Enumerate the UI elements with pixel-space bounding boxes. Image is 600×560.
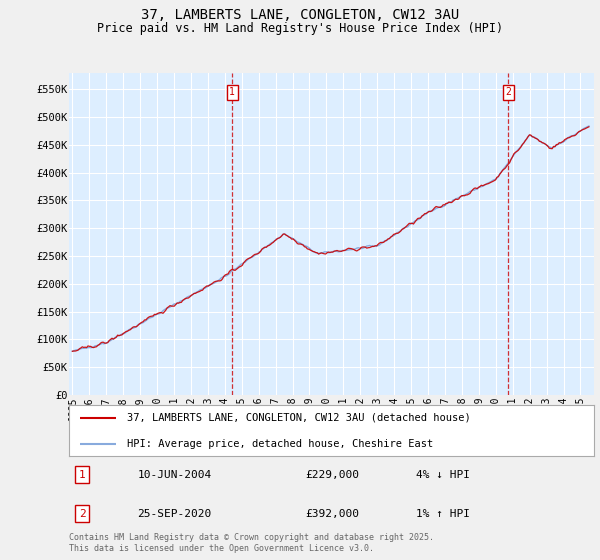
- Text: 1: 1: [79, 470, 86, 479]
- Text: HPI: Average price, detached house, Cheshire East: HPI: Average price, detached house, Ches…: [127, 438, 433, 449]
- Text: 4% ↓ HPI: 4% ↓ HPI: [415, 470, 470, 479]
- Text: 1: 1: [229, 87, 235, 97]
- Text: Contains HM Land Registry data © Crown copyright and database right 2025.
This d: Contains HM Land Registry data © Crown c…: [69, 533, 434, 553]
- Text: 25-SEP-2020: 25-SEP-2020: [137, 509, 212, 519]
- Text: £392,000: £392,000: [305, 509, 359, 519]
- Text: 37, LAMBERTS LANE, CONGLETON, CW12 3AU: 37, LAMBERTS LANE, CONGLETON, CW12 3AU: [141, 8, 459, 22]
- Text: 2: 2: [505, 87, 511, 97]
- Text: £229,000: £229,000: [305, 470, 359, 479]
- Text: Price paid vs. HM Land Registry's House Price Index (HPI): Price paid vs. HM Land Registry's House …: [97, 22, 503, 35]
- Text: 1% ↑ HPI: 1% ↑ HPI: [415, 509, 470, 519]
- Text: 2: 2: [79, 509, 86, 519]
- Text: 10-JUN-2004: 10-JUN-2004: [137, 470, 212, 479]
- Text: 37, LAMBERTS LANE, CONGLETON, CW12 3AU (detached house): 37, LAMBERTS LANE, CONGLETON, CW12 3AU (…: [127, 413, 470, 423]
